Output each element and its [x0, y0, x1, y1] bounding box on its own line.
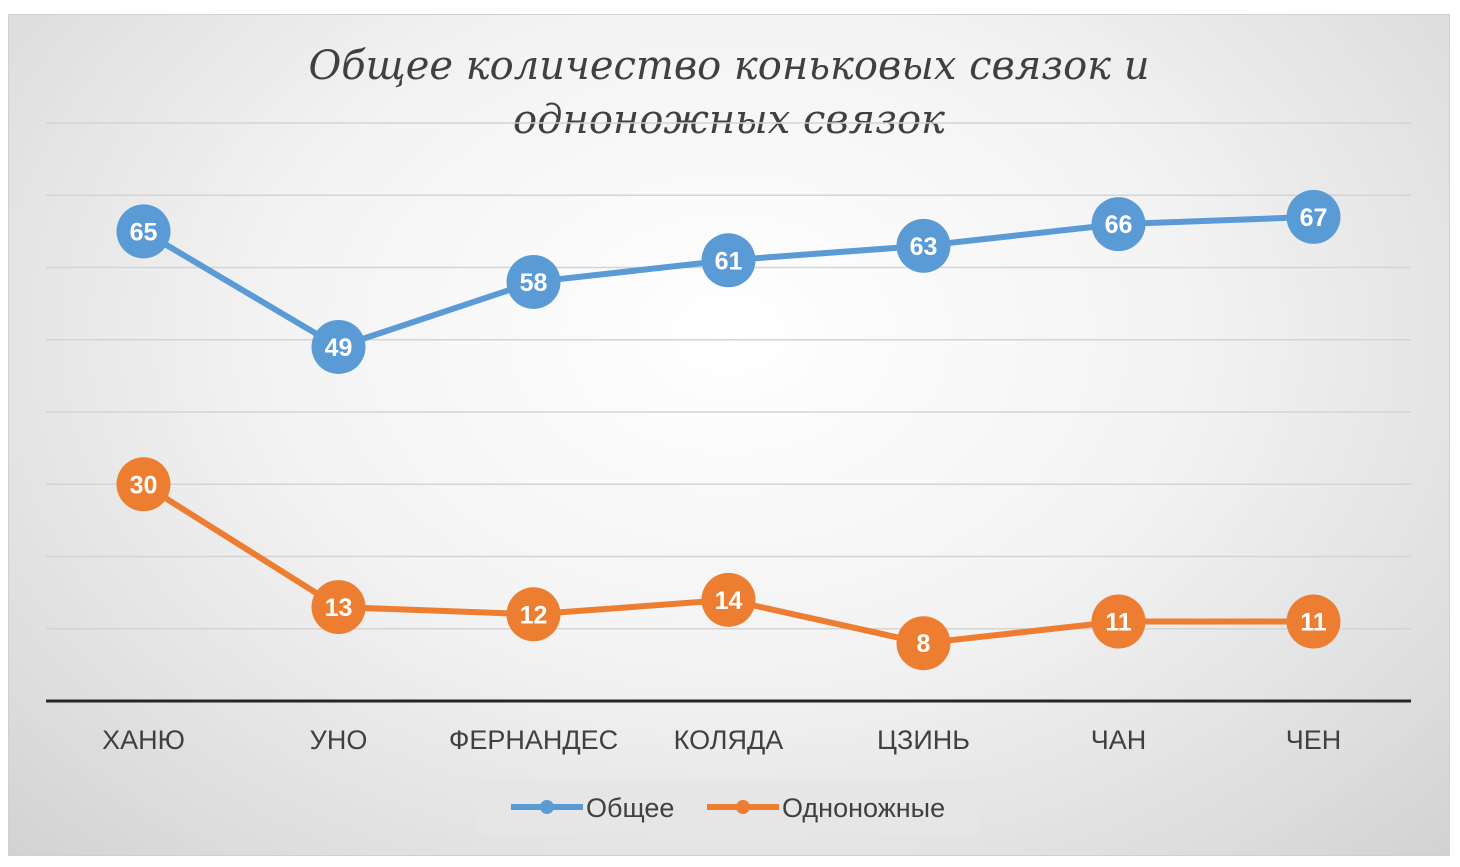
data-label: 58 [520, 269, 548, 297]
x-tick-label: ЧЕН [1286, 725, 1342, 755]
data-point [1091, 594, 1146, 649]
data-label: 66 [1105, 211, 1133, 239]
data-point [1286, 189, 1341, 244]
data-point [506, 254, 561, 309]
x-axis: ХАНЮ УНО ФЕРНАНДЕС КОЛЯДА ЦЗИНЬ ЧАН ЧЕН [46, 699, 1411, 755]
x-tick-label: КОЛЯДА [674, 725, 784, 755]
data-point [311, 580, 366, 635]
chart-title-line-2: одноножных связок [513, 97, 945, 143]
legend-swatch-marker [736, 800, 750, 814]
x-tick-label: ЦЗИНЬ [877, 725, 970, 755]
data-label: 13 [325, 594, 353, 622]
line-chart: Общее количество коньковых связок и одно… [46, 43, 1411, 834]
series-2: 30 13 12 14 8 11 11 [116, 457, 1341, 671]
series-1: 65 49 58 61 63 66 67 [116, 189, 1341, 374]
legend-label: Одноножные [782, 793, 945, 823]
data-point [1286, 594, 1341, 649]
x-tick-label: ФЕРНАНДЕС [449, 725, 618, 755]
data-label: 11 [1300, 609, 1327, 637]
x-tick-label: УНО [310, 725, 368, 755]
legend: Общее Одноножные [477, 780, 979, 834]
data-point [116, 457, 171, 512]
data-label: 65 [130, 218, 158, 246]
data-label: 61 [715, 247, 743, 275]
chart-area: Общее количество коньковых связок и одно… [8, 14, 1450, 856]
series-group: 65 49 58 61 63 66 67 30 13 12 14 8 11 11 [116, 189, 1341, 671]
data-point [701, 572, 756, 627]
data-label: 14 [715, 587, 743, 615]
legend-swatch-marker [540, 800, 554, 814]
x-tick-label: ХАНЮ [102, 725, 185, 755]
data-point [116, 204, 171, 259]
data-label: 49 [325, 334, 353, 362]
data-label: 30 [130, 471, 158, 499]
data-label: 11 [1105, 609, 1132, 637]
data-point [506, 587, 561, 642]
legend-label: Общее [586, 793, 674, 823]
data-point [701, 233, 756, 288]
data-label: 67 [1300, 204, 1328, 232]
data-point [311, 319, 366, 374]
x-tick-label: ЧАН [1091, 725, 1147, 755]
data-label: 63 [910, 233, 938, 261]
data-label: 8 [917, 630, 931, 658]
data-point [1091, 197, 1146, 252]
data-point [896, 616, 951, 671]
chart-title-line-1: Общее количество коньковых связок и [308, 43, 1149, 89]
data-point [896, 218, 951, 273]
data-label: 12 [520, 601, 548, 629]
